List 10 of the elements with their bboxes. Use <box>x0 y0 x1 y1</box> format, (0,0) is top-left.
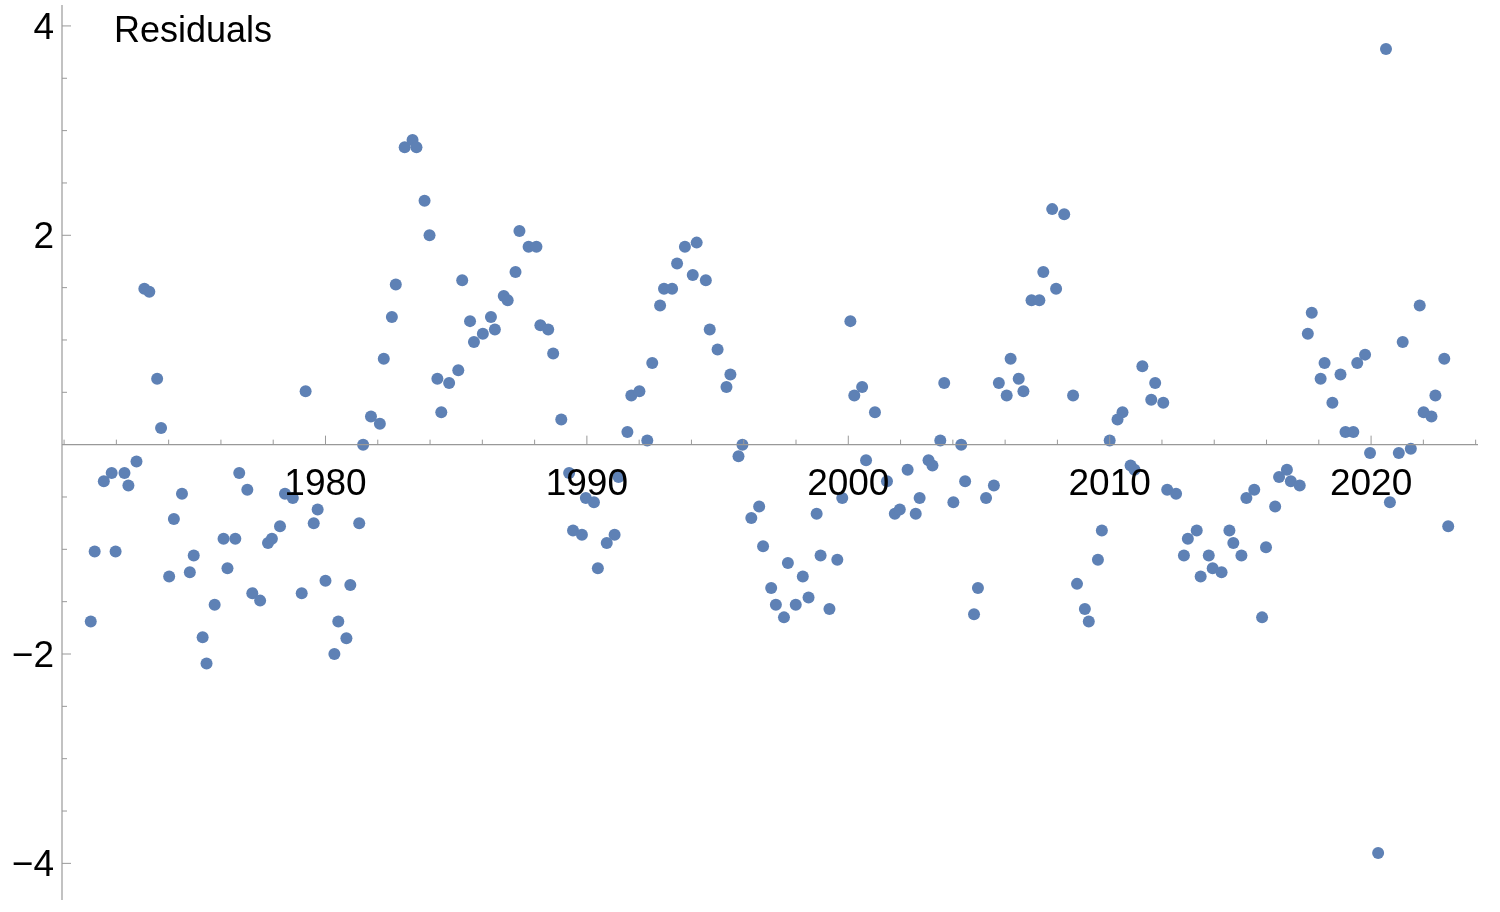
x-tick-label: 2000 <box>807 461 890 503</box>
y-tick-label: −4 <box>11 843 54 885</box>
x-tick-label: 2020 <box>1329 461 1413 503</box>
y-tick-label: 2 <box>33 215 54 257</box>
x-tick-label: 2010 <box>1068 461 1151 503</box>
x-tick-label: 1990 <box>545 461 629 503</box>
y-axis-title: Residuals <box>114 9 273 50</box>
y-tick-label: 4 <box>33 5 54 47</box>
y-tick-label: −2 <box>11 633 54 675</box>
x-tick-label: 1980 <box>284 461 367 503</box>
